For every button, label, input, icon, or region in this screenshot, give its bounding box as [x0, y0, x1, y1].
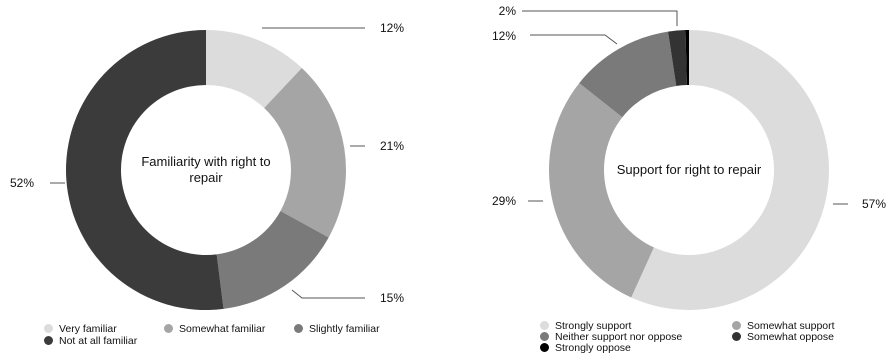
value-label: 12%: [380, 21, 404, 35]
legend-swatch: [732, 321, 741, 330]
leader-line: [291, 289, 365, 299]
legend-swatch: [44, 336, 53, 345]
slice-not-at-all-familiar: [66, 30, 224, 310]
slice-slightly-familiar: [216, 210, 329, 309]
value-label: 2%: [499, 4, 517, 18]
legend-swatch: [164, 324, 173, 333]
legend-item: Neither support nor oppose: [540, 331, 682, 343]
slice-very-familiar: [206, 30, 302, 109]
legend-item: Somewhat support: [732, 320, 835, 332]
legend-item: Slightly familiar: [294, 323, 380, 335]
legend-item: Somewhat familiar: [164, 323, 265, 335]
value-label: 15%: [380, 291, 404, 305]
legend-label: Strongly support: [555, 320, 632, 332]
slice-somewhat-oppose: [668, 30, 687, 86]
legend-item: Not at all familiar: [44, 335, 137, 347]
chart-center-title: repair: [189, 170, 223, 185]
slice-neither-support-nor-oppose: [579, 31, 677, 118]
legend-item: Somewhat oppose: [732, 331, 834, 343]
legend-label: Strongly oppose: [555, 342, 631, 354]
value-label: 52%: [10, 176, 34, 190]
support-legend: Strongly support Somewhat support Neither …: [540, 320, 885, 355]
chart-center-title: Support for right to repair: [617, 162, 762, 177]
legend-swatch: [732, 332, 741, 341]
legend-swatch: [540, 343, 549, 352]
legend-label: Very familiar: [59, 323, 117, 335]
legend-swatch: [540, 332, 549, 341]
slice-strongly-support: [631, 30, 829, 310]
legend-item: Strongly oppose: [540, 342, 631, 354]
legend-swatch: [44, 324, 53, 333]
value-label: 12%: [492, 29, 516, 43]
slice-strongly-oppose: [685, 30, 689, 86]
chart-center-title: Familiarity with right to: [141, 154, 270, 169]
legend-swatch: [294, 324, 303, 333]
legend-label: Not at all familiar: [59, 335, 138, 347]
legend-label: Somewhat support: [747, 320, 835, 332]
familiarity-legend: Very familiar Somewhat familiar Slightly f…: [44, 323, 424, 353]
value-label: 21%: [380, 139, 404, 153]
legend-swatch: [540, 321, 549, 330]
slice-somewhat-support: [549, 83, 654, 298]
legend-item: Very familiar: [44, 323, 117, 335]
slice-somewhat-familiar: [264, 67, 346, 238]
legend-item: Strongly support: [540, 320, 631, 332]
value-label: 29%: [492, 194, 516, 208]
leader-line: [522, 10, 678, 26]
legend-label: Slightly familiar: [309, 323, 380, 335]
legend-label: Somewhat familiar: [179, 323, 266, 335]
legend-label: Neither support nor oppose: [555, 331, 683, 343]
value-label: 57%: [862, 197, 886, 211]
legend-label: Somewhat oppose: [747, 331, 834, 343]
support-donut-chart: Support for right to repair 57% 29% 12% 2%: [492, 4, 886, 310]
leader-line: [530, 34, 618, 45]
